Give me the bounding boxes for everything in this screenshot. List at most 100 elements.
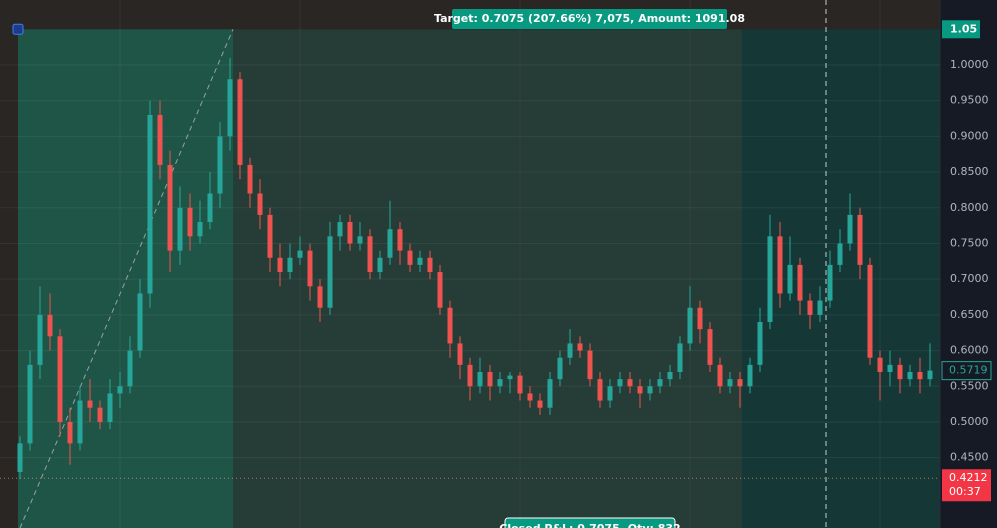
last-price-label: 0.5719 bbox=[949, 364, 988, 377]
candle-body bbox=[617, 379, 623, 387]
candle-body bbox=[647, 386, 653, 394]
target-label: Target: 0.7075 (207.66%) 7,075, Amount: … bbox=[434, 12, 745, 25]
candle-body bbox=[107, 393, 113, 422]
candle-body bbox=[427, 257, 433, 273]
candle-body bbox=[847, 214, 853, 244]
candle-body bbox=[387, 229, 393, 258]
target-box bbox=[452, 9, 727, 29]
candle-body bbox=[457, 343, 463, 365]
candle-body bbox=[747, 364, 753, 387]
closed-box bbox=[504, 517, 676, 528]
candle-body bbox=[147, 114, 153, 294]
candle-body bbox=[667, 371, 673, 380]
candle-body bbox=[717, 364, 723, 387]
candle-body bbox=[927, 370, 933, 380]
candle-body bbox=[567, 343, 573, 358]
last-price-box bbox=[941, 361, 992, 381]
y-tick-label: 0.6000 bbox=[950, 344, 989, 357]
candle-body bbox=[347, 222, 353, 244]
candle-body bbox=[207, 193, 213, 223]
price-axis bbox=[940, 0, 997, 528]
candle-body bbox=[37, 314, 43, 365]
candle-body bbox=[587, 350, 593, 380]
candle-body bbox=[677, 343, 683, 372]
candle-body bbox=[577, 343, 583, 351]
candle-body bbox=[297, 250, 303, 258]
candle-body bbox=[267, 214, 273, 258]
candle-body bbox=[57, 336, 63, 422]
candle-body bbox=[497, 379, 503, 387]
candle-body bbox=[167, 164, 173, 251]
y-tick-label: 0.6500 bbox=[950, 308, 989, 321]
y-tick-label: 0.9000 bbox=[950, 129, 989, 142]
candle-body bbox=[467, 364, 473, 387]
candle-body bbox=[787, 264, 793, 294]
candle-body bbox=[897, 364, 903, 380]
candle-body bbox=[367, 236, 373, 273]
candle-body bbox=[357, 236, 363, 244]
candle-body bbox=[447, 307, 453, 344]
candle-body bbox=[707, 329, 713, 365]
left-strip bbox=[0, 29, 18, 528]
candle-body bbox=[197, 222, 203, 237]
candle-body bbox=[727, 379, 733, 387]
candle-body bbox=[877, 357, 883, 372]
y-tick-label: 0.5000 bbox=[950, 415, 989, 428]
candle-body bbox=[597, 379, 603, 401]
candle-body bbox=[817, 300, 823, 315]
candle-body bbox=[827, 264, 833, 301]
candle-body bbox=[287, 257, 293, 273]
candle-body bbox=[407, 250, 413, 265]
y-tick-label: 0.8500 bbox=[950, 165, 989, 178]
candle-body bbox=[887, 364, 893, 372]
candle-body bbox=[657, 379, 663, 387]
candle-body bbox=[487, 371, 493, 387]
candle-body bbox=[527, 393, 533, 401]
candle-body bbox=[87, 400, 93, 408]
candle-body bbox=[17, 443, 23, 472]
candle-body bbox=[217, 136, 223, 194]
candle-body bbox=[767, 236, 773, 323]
y-tick-label: 0.7000 bbox=[950, 272, 989, 285]
candle-body bbox=[177, 207, 183, 251]
candle-body bbox=[757, 322, 763, 365]
candle-body bbox=[777, 236, 783, 294]
candle-body bbox=[317, 286, 323, 308]
candle-body bbox=[547, 379, 553, 408]
y-tick-label: 1.0000 bbox=[950, 58, 989, 71]
candle-body bbox=[277, 257, 283, 273]
target-price-label: 1.05 bbox=[950, 22, 977, 35]
candle-body bbox=[97, 407, 103, 422]
candle-body bbox=[237, 79, 243, 165]
candle-body bbox=[397, 229, 403, 251]
candle-body bbox=[507, 375, 513, 380]
candle-body bbox=[27, 364, 33, 444]
candle-body bbox=[327, 236, 333, 308]
candle-body bbox=[127, 350, 133, 387]
y-tick-label: 0.7500 bbox=[950, 236, 989, 249]
y-tick-label: 0.5500 bbox=[950, 379, 989, 392]
candle-body bbox=[437, 272, 443, 308]
candle-body bbox=[607, 386, 613, 401]
candle-body bbox=[137, 293, 143, 351]
position-handle[interactable] bbox=[12, 23, 24, 35]
candle-body bbox=[737, 379, 743, 387]
candle-body bbox=[867, 264, 873, 358]
candle-body bbox=[477, 371, 483, 387]
profit-zone bbox=[233, 29, 742, 528]
candle-body bbox=[307, 250, 313, 287]
candle-body bbox=[187, 207, 193, 237]
candle-body bbox=[837, 243, 843, 265]
entry-price-box bbox=[942, 469, 991, 502]
candle-body bbox=[637, 386, 643, 394]
candle-body bbox=[797, 264, 803, 301]
candle-body bbox=[67, 421, 73, 444]
entry-price-label: 0.4212 bbox=[949, 471, 988, 484]
y-tick-label: 0.8000 bbox=[950, 201, 989, 214]
y-tick-label: 0.4500 bbox=[950, 451, 989, 464]
candle-body bbox=[227, 79, 233, 137]
candle-body bbox=[907, 371, 913, 380]
candle-body bbox=[47, 314, 53, 337]
candle-body bbox=[857, 214, 863, 265]
candle-body bbox=[247, 164, 253, 194]
